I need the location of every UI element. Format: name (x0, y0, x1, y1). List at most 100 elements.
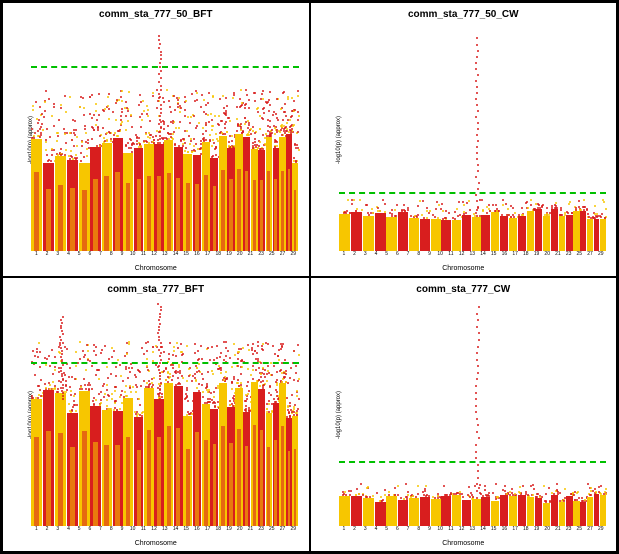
snp-point (125, 145, 127, 147)
snp-point (35, 397, 37, 399)
snp-point (546, 207, 548, 209)
snp-point (56, 140, 58, 142)
snp-point (131, 126, 133, 128)
snp-point (478, 487, 480, 489)
snp-point (147, 115, 149, 117)
snp-point (184, 96, 186, 98)
chromosome-block (594, 494, 600, 526)
snp-point (38, 394, 40, 396)
snp-point (48, 98, 50, 100)
snp-point (225, 112, 227, 114)
snp-point (388, 491, 390, 493)
snp-point (38, 385, 40, 387)
snp-point (205, 139, 207, 141)
chromosome-block (472, 217, 481, 251)
x-tick-label: 12 (456, 526, 467, 538)
snp-point (474, 485, 476, 487)
x-tick-label: 20 (542, 251, 553, 263)
snp-point (127, 110, 129, 112)
x-tick-label: 3 (360, 251, 371, 263)
x-tick-row: 1234567891011121314151617181920212325272… (31, 251, 299, 263)
snp-point (45, 141, 47, 143)
chromosome-overlay (137, 450, 141, 526)
snp-point (236, 106, 238, 108)
snp-point (98, 114, 100, 116)
snp-point (168, 133, 170, 135)
snp-point (457, 215, 459, 217)
snp-point (161, 396, 163, 398)
snp-point (347, 199, 349, 201)
snp-point (404, 210, 406, 212)
snp-spike-point (61, 359, 63, 361)
snp-point (95, 399, 97, 401)
snp-point (201, 373, 203, 375)
snp-point (234, 354, 236, 356)
snp-point (410, 215, 412, 217)
snp-point (203, 139, 205, 141)
snp-point (187, 400, 189, 402)
snp-spike-point (61, 353, 63, 355)
snp-point (600, 485, 602, 487)
snp-point (555, 202, 557, 204)
snp-point (379, 210, 381, 212)
snp-point (130, 114, 132, 116)
snp-spike-point (158, 339, 160, 341)
snp-point (556, 207, 558, 209)
snp-point (177, 99, 179, 101)
snp-point (132, 142, 134, 144)
snp-point (285, 373, 287, 375)
snp-spike-point (477, 464, 479, 466)
snp-point (226, 131, 228, 133)
snp-point (96, 119, 98, 121)
snp-point (125, 129, 127, 131)
snp-point (141, 347, 143, 349)
snp-point (178, 366, 180, 368)
snp-point (376, 492, 378, 494)
snp-point (519, 486, 521, 488)
snp-point (49, 136, 51, 138)
snp-point (259, 141, 261, 143)
x-tick-label: 5 (74, 251, 85, 263)
snp-point (597, 215, 599, 217)
snp-point (194, 377, 196, 379)
snp-point (143, 353, 145, 355)
x-tick-label: 25 (266, 526, 277, 538)
snp-point (603, 493, 605, 495)
snp-point (407, 491, 409, 493)
snp-point (129, 387, 131, 389)
snp-point (261, 345, 263, 347)
snp-point (195, 143, 197, 145)
snp-point (68, 403, 70, 405)
snp-point (180, 107, 182, 109)
snp-spike-point (160, 127, 162, 129)
snp-point (237, 365, 239, 367)
snp-spike-point (158, 73, 160, 75)
snp-point (69, 96, 71, 98)
snp-point (187, 116, 189, 118)
snp-point (228, 145, 230, 147)
snp-point (103, 396, 105, 398)
snp-point (44, 383, 46, 385)
snp-point (294, 144, 296, 146)
snp-point (231, 140, 233, 142)
snp-spike-point (160, 309, 162, 311)
snp-point (496, 210, 498, 212)
snp-point (124, 391, 126, 393)
chromosome-block (587, 497, 593, 526)
x-tick-label: 6 (392, 526, 403, 538)
snp-point (71, 139, 73, 141)
chromosome-block (409, 498, 419, 526)
snp-point (44, 101, 46, 103)
snp-point (195, 380, 197, 382)
snp-point (170, 364, 172, 366)
snp-spike-point (159, 119, 161, 121)
snp-point (53, 125, 55, 127)
snp-point (241, 366, 243, 368)
snp-point (293, 100, 295, 102)
snp-point (83, 107, 85, 109)
chromosome-overlay (260, 430, 263, 526)
snp-point (445, 217, 447, 219)
chromosome-block (559, 216, 566, 251)
snp-point (240, 348, 242, 350)
chromosome-overlay (34, 437, 39, 526)
